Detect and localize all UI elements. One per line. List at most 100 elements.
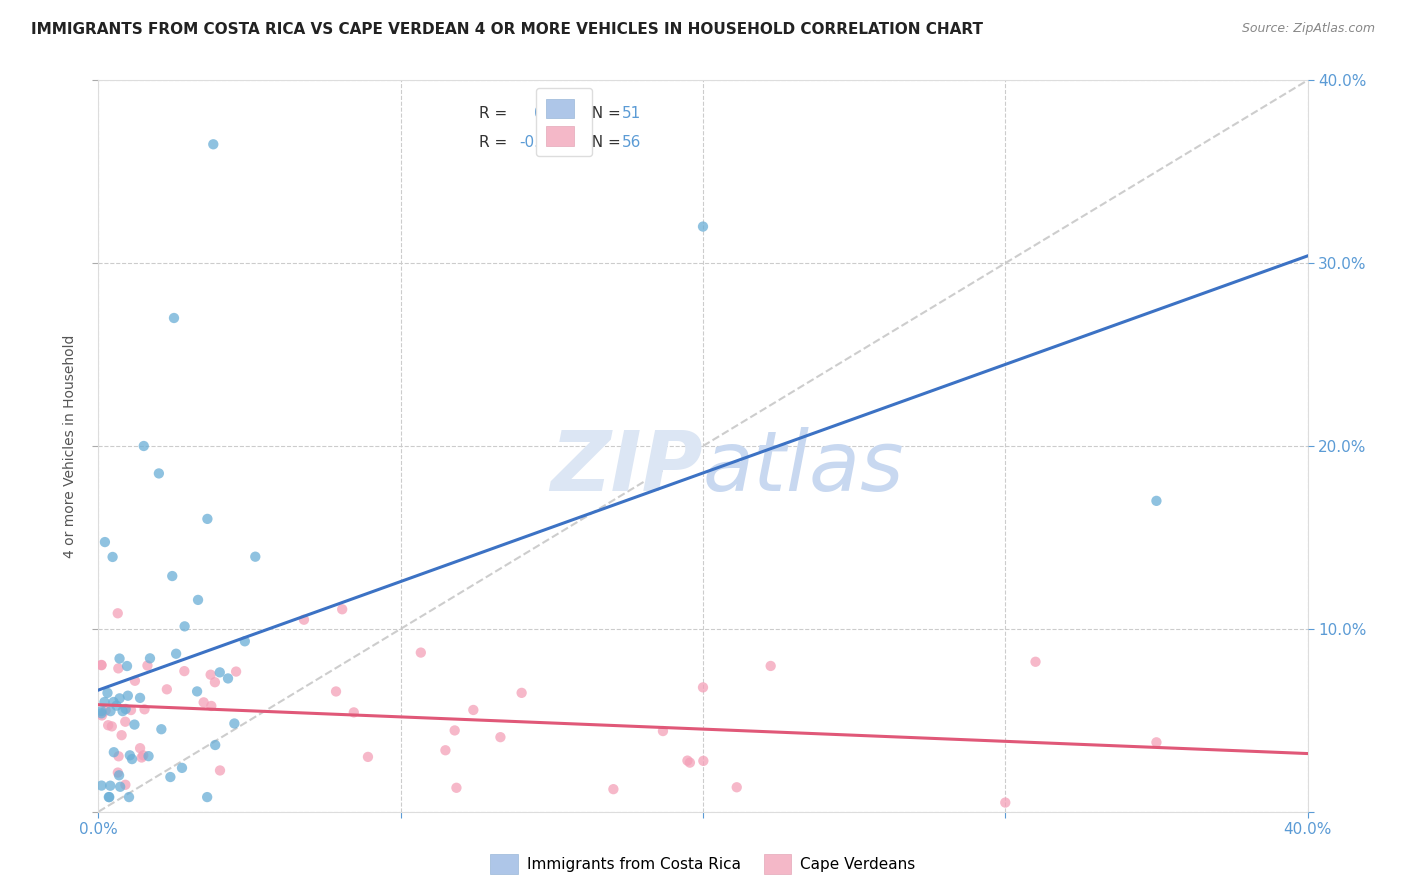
Point [217, 672, 239, 686]
Point [186, 684, 208, 698]
Point [96, 686, 118, 700]
Point [204, 738, 226, 752]
Point [90, 657, 112, 672]
Point [208, 665, 231, 680]
Point [117, 689, 139, 703]
Text: N =: N = [582, 106, 626, 121]
Point [132, 439, 155, 453]
Point [108, 651, 131, 665]
Point [107, 749, 129, 764]
Point [1144, 735, 1167, 749]
Point [233, 634, 256, 648]
Point [120, 703, 142, 717]
Point [129, 741, 152, 756]
Point [224, 716, 246, 731]
Point [292, 613, 315, 627]
Point [101, 719, 124, 733]
Point [170, 761, 193, 775]
Point [446, 780, 468, 795]
Point [100, 704, 122, 718]
Point [759, 659, 782, 673]
Point [118, 748, 141, 763]
Point [173, 664, 195, 678]
Point [105, 698, 128, 713]
Point [343, 706, 366, 720]
Text: N =: N = [582, 135, 626, 150]
Point [111, 704, 134, 718]
Point [131, 750, 153, 764]
Text: Source: ZipAtlas.com: Source: ZipAtlas.com [1241, 22, 1375, 36]
Point [107, 765, 129, 780]
Point [225, 665, 247, 679]
Point [245, 549, 267, 564]
Point [193, 695, 215, 709]
Point [108, 768, 131, 782]
Point [208, 764, 231, 778]
Point [115, 659, 138, 673]
Point [652, 724, 675, 739]
Point [994, 796, 1017, 810]
Point [692, 681, 714, 695]
Point [103, 695, 125, 709]
Point [1144, 494, 1167, 508]
Point [200, 698, 222, 713]
Point [98, 790, 121, 805]
Point [114, 714, 136, 729]
Point [463, 703, 485, 717]
Point [325, 684, 347, 698]
Point [330, 602, 353, 616]
Point [107, 661, 129, 675]
Point [692, 754, 714, 768]
Point [162, 569, 184, 583]
Point [138, 749, 160, 764]
Point [124, 717, 146, 731]
Point [129, 690, 152, 705]
Point [98, 779, 121, 793]
Point [94, 704, 117, 718]
Legend: Immigrants from Costa Rica, Cape Verdeans: Immigrants from Costa Rica, Cape Verdean… [484, 848, 922, 880]
Point [103, 745, 125, 759]
Point [156, 682, 179, 697]
Point [132, 748, 155, 763]
Text: 56: 56 [621, 135, 641, 150]
Text: atlas: atlas [703, 427, 904, 508]
Point [602, 782, 624, 797]
Point [114, 778, 136, 792]
Point [163, 310, 186, 325]
Point [90, 708, 112, 723]
Point [97, 790, 120, 805]
Legend: , : , [536, 88, 592, 156]
Point [489, 730, 512, 744]
Point [110, 728, 132, 742]
Point [165, 647, 187, 661]
Point [195, 790, 218, 805]
Text: -0.077: -0.077 [519, 135, 568, 150]
Point [90, 779, 112, 793]
Point [357, 750, 380, 764]
Point [434, 743, 457, 757]
Point [107, 607, 129, 621]
Point [150, 723, 173, 737]
Text: 51: 51 [621, 106, 641, 121]
Point [108, 691, 131, 706]
Point [173, 619, 195, 633]
Point [93, 695, 115, 709]
Point [202, 137, 225, 152]
Text: 0.473: 0.473 [534, 106, 578, 121]
Point [97, 718, 120, 732]
Y-axis label: 4 or more Vehicles in Household: 4 or more Vehicles in Household [63, 334, 77, 558]
Text: IMMIGRANTS FROM COSTA RICA VS CAPE VERDEAN 4 OR MORE VEHICLES IN HOUSEHOLD CORRE: IMMIGRANTS FROM COSTA RICA VS CAPE VERDE… [31, 22, 983, 37]
Point [676, 754, 699, 768]
Point [159, 770, 181, 784]
Point [510, 686, 533, 700]
Point [90, 658, 112, 673]
Point [148, 467, 170, 481]
Point [197, 512, 219, 526]
Text: ZIP: ZIP [550, 427, 703, 508]
Text: R =: R = [479, 135, 512, 150]
Point [679, 756, 702, 770]
Point [409, 646, 432, 660]
Point [136, 658, 159, 673]
Point [1024, 655, 1046, 669]
Point [124, 673, 146, 688]
